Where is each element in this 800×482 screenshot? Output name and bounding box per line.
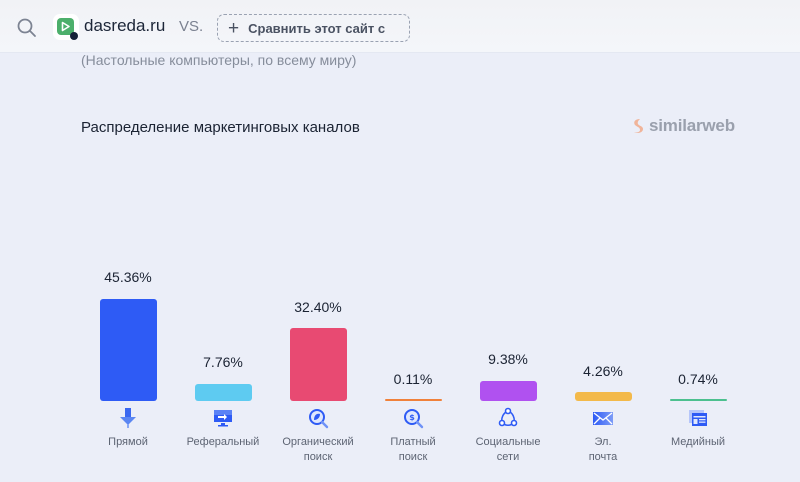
bar-value-label: 0.74% <box>678 371 718 387</box>
label-line: Эл. <box>594 436 612 448</box>
search-icon <box>17 18 36 37</box>
bar-value-label: 4.26% <box>583 363 623 379</box>
bar-category-label: Социальные сети <box>458 435 558 465</box>
monitor-arrow-icon <box>212 407 234 429</box>
site-favicon-icon <box>57 18 74 35</box>
bar-group-paid-search[interactable]: 0.11% $ Платный поиск <box>363 265 463 475</box>
bar-value-label: 45.36% <box>104 269 152 285</box>
bar-category-label: Реферальный <box>186 436 260 448</box>
bar-organic-search <box>290 328 347 401</box>
search-button[interactable] <box>16 17 38 39</box>
bar-direct <box>100 299 157 401</box>
bar-category-label: Органический поиск <box>268 435 368 465</box>
bar-group-display[interactable]: 0.74% Медийный <box>648 265 748 475</box>
label-line: Платный <box>390 436 436 448</box>
label-line: сети <box>496 451 520 463</box>
site-name[interactable]: dasreda.ru <box>84 16 166 35</box>
bar-group-referral[interactable]: 7.76% Реферальный <box>173 265 273 475</box>
share-network-icon <box>497 407 519 429</box>
bar-value-label: 9.38% <box>488 351 528 367</box>
bar-email <box>575 392 632 401</box>
site-favicon-chip <box>53 14 79 40</box>
bar-category-label: Прямой <box>108 436 148 448</box>
bar-referral <box>195 384 252 401</box>
arrow-down-icon <box>117 407 139 429</box>
bar-group-email[interactable]: 4.26% Эл. почта <box>553 265 653 475</box>
bar-value-label: 0.11% <box>393 371 433 387</box>
svg-text:$: $ <box>409 413 415 422</box>
chart-title: Распределение маркетинговых каналов <box>81 119 360 136</box>
search-dollar-icon: $ <box>402 407 424 429</box>
bar-social <box>480 381 537 401</box>
search-leaf-icon <box>307 407 329 429</box>
label-line: поиск <box>398 451 428 463</box>
label-line: почта <box>588 451 618 463</box>
bar-value-label: 7.76% <box>203 354 243 370</box>
similarweb-brand: similarweb <box>631 116 735 136</box>
top-bar: dasreda.ru VS. + Сравнить этот сайт с <box>0 0 800 53</box>
compare-site-button[interactable]: + Сравнить этот сайт с <box>217 14 410 42</box>
bar-group-organic-search[interactable]: 32.40% Органический поиск <box>268 265 368 475</box>
display-ad-icon <box>687 407 709 429</box>
envelope-icon <box>592 407 614 429</box>
bar-category-label: Медийный <box>671 436 725 448</box>
similarweb-logo-icon <box>634 119 643 133</box>
label-line: Социальные <box>475 436 541 448</box>
label-line: поиск <box>303 451 333 463</box>
device-dot-icon <box>70 32 78 40</box>
brand-name: similarweb <box>649 116 735 135</box>
bar-group-direct[interactable]: 45.36% Прямой <box>78 265 178 475</box>
plus-icon: + <box>228 17 240 39</box>
bar-category-label: Эл. почта <box>553 435 653 465</box>
bar-category-label: Платный поиск <box>363 435 463 465</box>
label-line: Органический <box>282 436 354 448</box>
bar-paid-search <box>385 399 442 401</box>
bar-value-label: 32.40% <box>294 299 342 315</box>
bar-group-social[interactable]: 9.38% Социальные сети <box>458 265 558 475</box>
vs-label: VS. <box>179 18 204 35</box>
compare-button-label: Сравнить этот сайт с <box>248 20 386 36</box>
scope-subtitle: (Настольные компьютеры, по всему миру) <box>81 52 357 68</box>
bar-display <box>670 399 727 401</box>
